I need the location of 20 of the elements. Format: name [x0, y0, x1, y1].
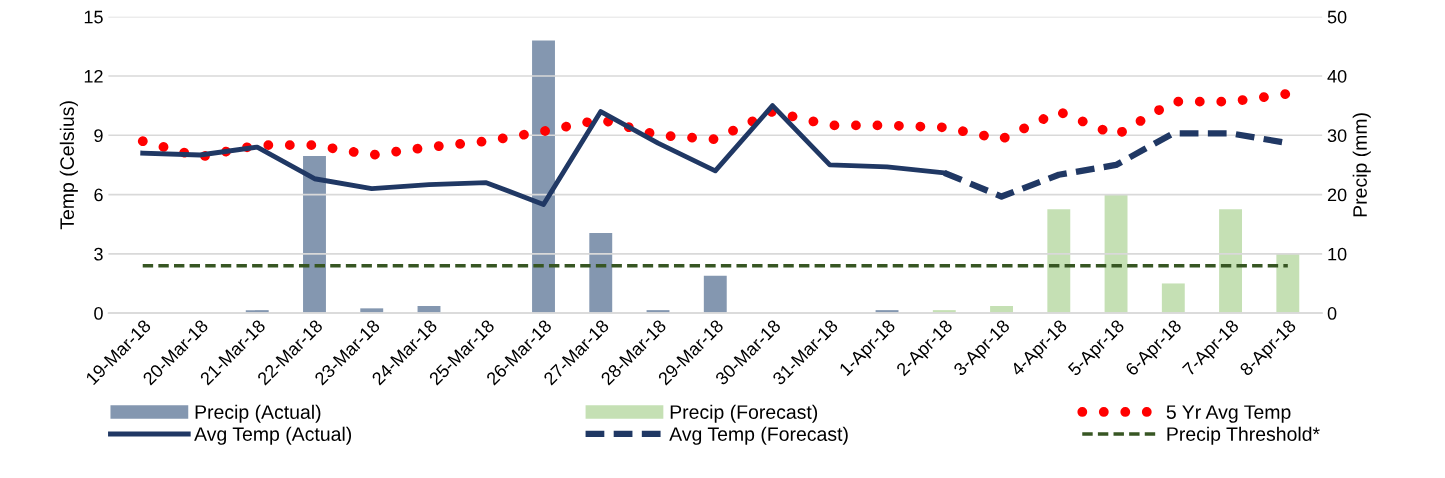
y2-tick-label: 20 [1327, 188, 1347, 202]
y-axis-title: Temp (Celsius) [59, 101, 78, 230]
y2-tick-label: 30 [1327, 129, 1347, 142]
y-tick-label: 0 [94, 307, 103, 320]
y-tick-label: 6 [94, 188, 103, 202]
y-tick-label: 9 [94, 129, 103, 142]
legend-label: 5 Yr Avg Temp [1166, 405, 1291, 423]
y2-tick-label: 50 [1327, 10, 1347, 24]
legend-label: Avg Temp (Actual) [194, 426, 352, 445]
legend-label: Precip (Actual) [195, 404, 321, 423]
y-tick-label: 12 [84, 69, 103, 83]
y2-tick-label: 0 [1327, 307, 1337, 320]
y2-tick-label: 10 [1328, 247, 1347, 261]
legend-label: Precip Threshold* [1167, 426, 1320, 445]
y2-axis-title: Precip (mm) [1352, 113, 1371, 217]
legend-label: Precip (Forecast) [670, 404, 818, 423]
y2-tick-label: 40 [1327, 69, 1347, 83]
y-tick-label: 15 [84, 10, 103, 24]
legend-label: Avg Temp (Forecast) [669, 426, 848, 445]
y-tick-label: 3 [94, 247, 103, 261]
